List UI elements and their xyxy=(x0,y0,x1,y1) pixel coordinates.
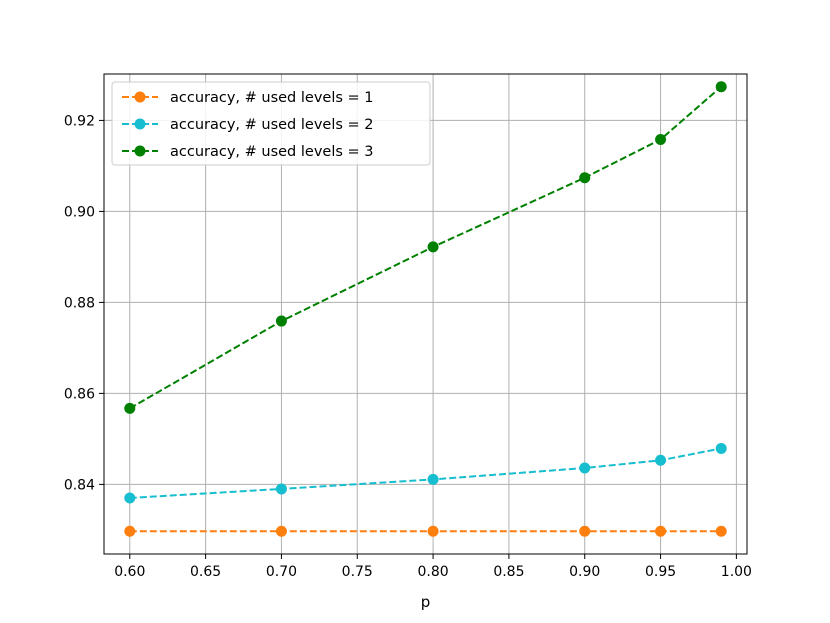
data-point xyxy=(427,473,439,485)
data-point xyxy=(275,525,287,537)
x-axis: 0.60 0.65 0.70 0.75 0.80 0.85 0.90 0.95 1.00 xyxy=(114,554,752,580)
y-tick-label: 0.90 xyxy=(64,204,95,220)
data-point xyxy=(124,402,136,414)
x-tick-label: 0.75 xyxy=(342,564,373,580)
legend-marker xyxy=(134,91,146,103)
data-point xyxy=(579,525,591,537)
legend-marker xyxy=(134,145,146,157)
data-point xyxy=(655,454,667,466)
data-point xyxy=(655,525,667,537)
x-tick-label: 0.80 xyxy=(417,564,448,580)
data-point xyxy=(579,462,591,474)
x-tick-label: 1.00 xyxy=(721,564,752,580)
data-point xyxy=(427,241,439,253)
x-tick-label: 0.95 xyxy=(645,564,676,580)
data-point xyxy=(655,134,667,146)
plot-frame xyxy=(103,73,748,555)
series-2 xyxy=(124,442,727,504)
series-1 xyxy=(124,525,727,537)
legend-item: accuracy, # used levels = 3 xyxy=(122,144,374,160)
y-tick-label: 0.88 xyxy=(64,295,95,311)
data-point xyxy=(579,172,591,184)
series-3 xyxy=(124,81,727,414)
legend-label: accuracy, # used levels = 1 xyxy=(170,90,374,106)
data-point xyxy=(715,81,727,93)
data-point xyxy=(715,525,727,537)
y-tick-label: 0.92 xyxy=(64,113,95,129)
data-point xyxy=(275,483,287,495)
legend-marker xyxy=(134,118,146,130)
data-point xyxy=(124,525,136,537)
legend-label: accuracy, # used levels = 2 xyxy=(170,117,374,133)
data-point xyxy=(715,442,727,454)
data-point xyxy=(124,492,136,504)
data-point xyxy=(275,315,287,327)
series-layer xyxy=(124,81,727,537)
x-tick-label: 0.85 xyxy=(493,564,524,580)
legend-label: accuracy, # used levels = 3 xyxy=(170,144,374,160)
x-tick-label: 0.70 xyxy=(266,564,297,580)
y-tick-label: 0.86 xyxy=(64,386,95,402)
data-point xyxy=(427,525,439,537)
legend: accuracy, # used levels = 1 accuracy, # u… xyxy=(111,81,431,166)
y-tick-label: 0.84 xyxy=(64,477,95,493)
x-axis-label: p xyxy=(421,593,431,611)
series-line xyxy=(129,447,722,499)
x-tick-label: 0.90 xyxy=(569,564,600,580)
legend-box xyxy=(111,81,431,166)
x-tick-label: 0.65 xyxy=(190,564,221,580)
series-line xyxy=(129,85,722,410)
y-axis: 0.84 0.86 0.88 0.90 0.92 xyxy=(64,113,104,493)
legend-item: accuracy, # used levels = 1 xyxy=(122,90,374,106)
x-tick-label: 0.60 xyxy=(114,564,145,580)
legend-item: accuracy, # used levels = 2 xyxy=(122,117,374,133)
